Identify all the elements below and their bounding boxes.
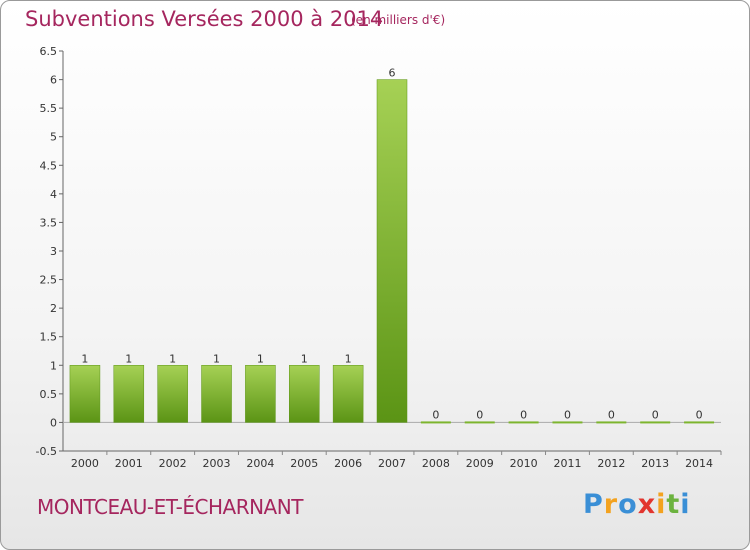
data-label-2001: 1 (125, 352, 132, 365)
y-tick-label: 5.5 (40, 102, 58, 115)
data-label-2006: 1 (345, 352, 352, 365)
y-tick-label: 2.5 (40, 274, 58, 287)
x-tick-label-2008: 2008 (422, 457, 450, 470)
y-tick-label: -0.5 (36, 445, 57, 458)
data-label-2004: 1 (257, 352, 264, 365)
x-tick-label-2006: 2006 (334, 457, 362, 470)
x-tick-label-2003: 2003 (203, 457, 231, 470)
y-tick-label: 3.5 (40, 216, 58, 229)
chart-subtitle: (en milliers d'€) (351, 13, 446, 27)
x-tick-label-2007: 2007 (378, 457, 406, 470)
y-tick-label: 6 (50, 74, 57, 87)
bar-2000 (69, 365, 101, 423)
logo-letter: r (603, 489, 619, 520)
logo-letter: P (583, 489, 604, 520)
bar-2003 (201, 365, 232, 423)
y-tick-label: 4.5 (40, 159, 58, 172)
data-label-2002: 1 (169, 352, 176, 365)
y-tick-label: 4 (50, 188, 57, 201)
logo-letter: x (637, 489, 657, 520)
logo-letter: i (680, 489, 691, 520)
bar-2013 (640, 421, 671, 424)
x-tick-label-2001: 2001 (115, 457, 143, 470)
logo-letter: t (666, 489, 681, 520)
data-label-2014: 0 (696, 408, 703, 421)
data-label-2010: 0 (520, 408, 527, 421)
proxiti-logo: Proxiti (583, 489, 691, 520)
bar-2010 (508, 421, 539, 424)
bar-2007 (376, 79, 408, 423)
location-name: MONTCEAU-ET-ÉCHARNANT (37, 495, 303, 519)
data-label-2000: 1 (81, 352, 88, 365)
bar-2008 (420, 421, 451, 424)
y-tick-label: 0.5 (40, 388, 58, 401)
data-label-2007: 6 (389, 67, 396, 80)
data-label-2013: 0 (652, 408, 659, 421)
y-tick-label: 2 (50, 302, 57, 315)
x-tick-label-2004: 2004 (246, 457, 274, 470)
data-label-2005: 1 (301, 352, 308, 365)
x-tick-label-2012: 2012 (597, 457, 625, 470)
y-tick-label: 1 (50, 359, 57, 372)
x-tick-label-2005: 2005 (290, 457, 318, 470)
data-label-2009: 0 (476, 408, 483, 421)
bar-2012 (596, 421, 627, 424)
y-tick-label: 0 (50, 416, 57, 429)
x-tick-label-2002: 2002 (159, 457, 187, 470)
x-tick-label-2000: 2000 (71, 457, 99, 470)
bar-2011 (552, 421, 583, 424)
y-tick-label: 5 (50, 131, 57, 144)
bar-2001 (113, 365, 145, 423)
bar-2009 (464, 421, 495, 424)
bar-2014 (684, 421, 715, 424)
x-tick-label-2009: 2009 (466, 457, 494, 470)
bar-2006 (332, 365, 364, 423)
x-tick-label-2014: 2014 (685, 457, 713, 470)
data-label-2011: 0 (564, 408, 571, 421)
bar-2004 (245, 365, 276, 423)
y-tick-label: 6.5 (40, 45, 58, 58)
chart-title: Subventions Versées 2000 à 2014 (25, 7, 384, 31)
data-label-2012: 0 (608, 408, 615, 421)
logo-letter: i (656, 489, 667, 520)
bar-2002 (157, 365, 188, 423)
data-label-2003: 1 (213, 352, 220, 365)
x-tick-label-2011: 2011 (553, 457, 581, 470)
data-label-2008: 0 (432, 408, 439, 421)
x-tick-label-2013: 2013 (641, 457, 669, 470)
x-tick-label-2010: 2010 (510, 457, 538, 470)
y-tick-label: 1.5 (40, 331, 58, 344)
bar-2005 (289, 365, 320, 423)
logo-letter: o (618, 489, 638, 520)
y-tick-label: 3 (50, 245, 57, 258)
